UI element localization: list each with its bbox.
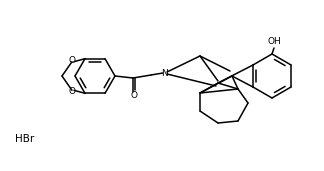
Text: O: O — [131, 91, 137, 101]
Text: O: O — [68, 56, 75, 65]
Text: HBr: HBr — [15, 134, 34, 144]
Text: OH: OH — [267, 37, 281, 47]
Text: O: O — [68, 87, 75, 96]
Text: N: N — [162, 69, 168, 77]
